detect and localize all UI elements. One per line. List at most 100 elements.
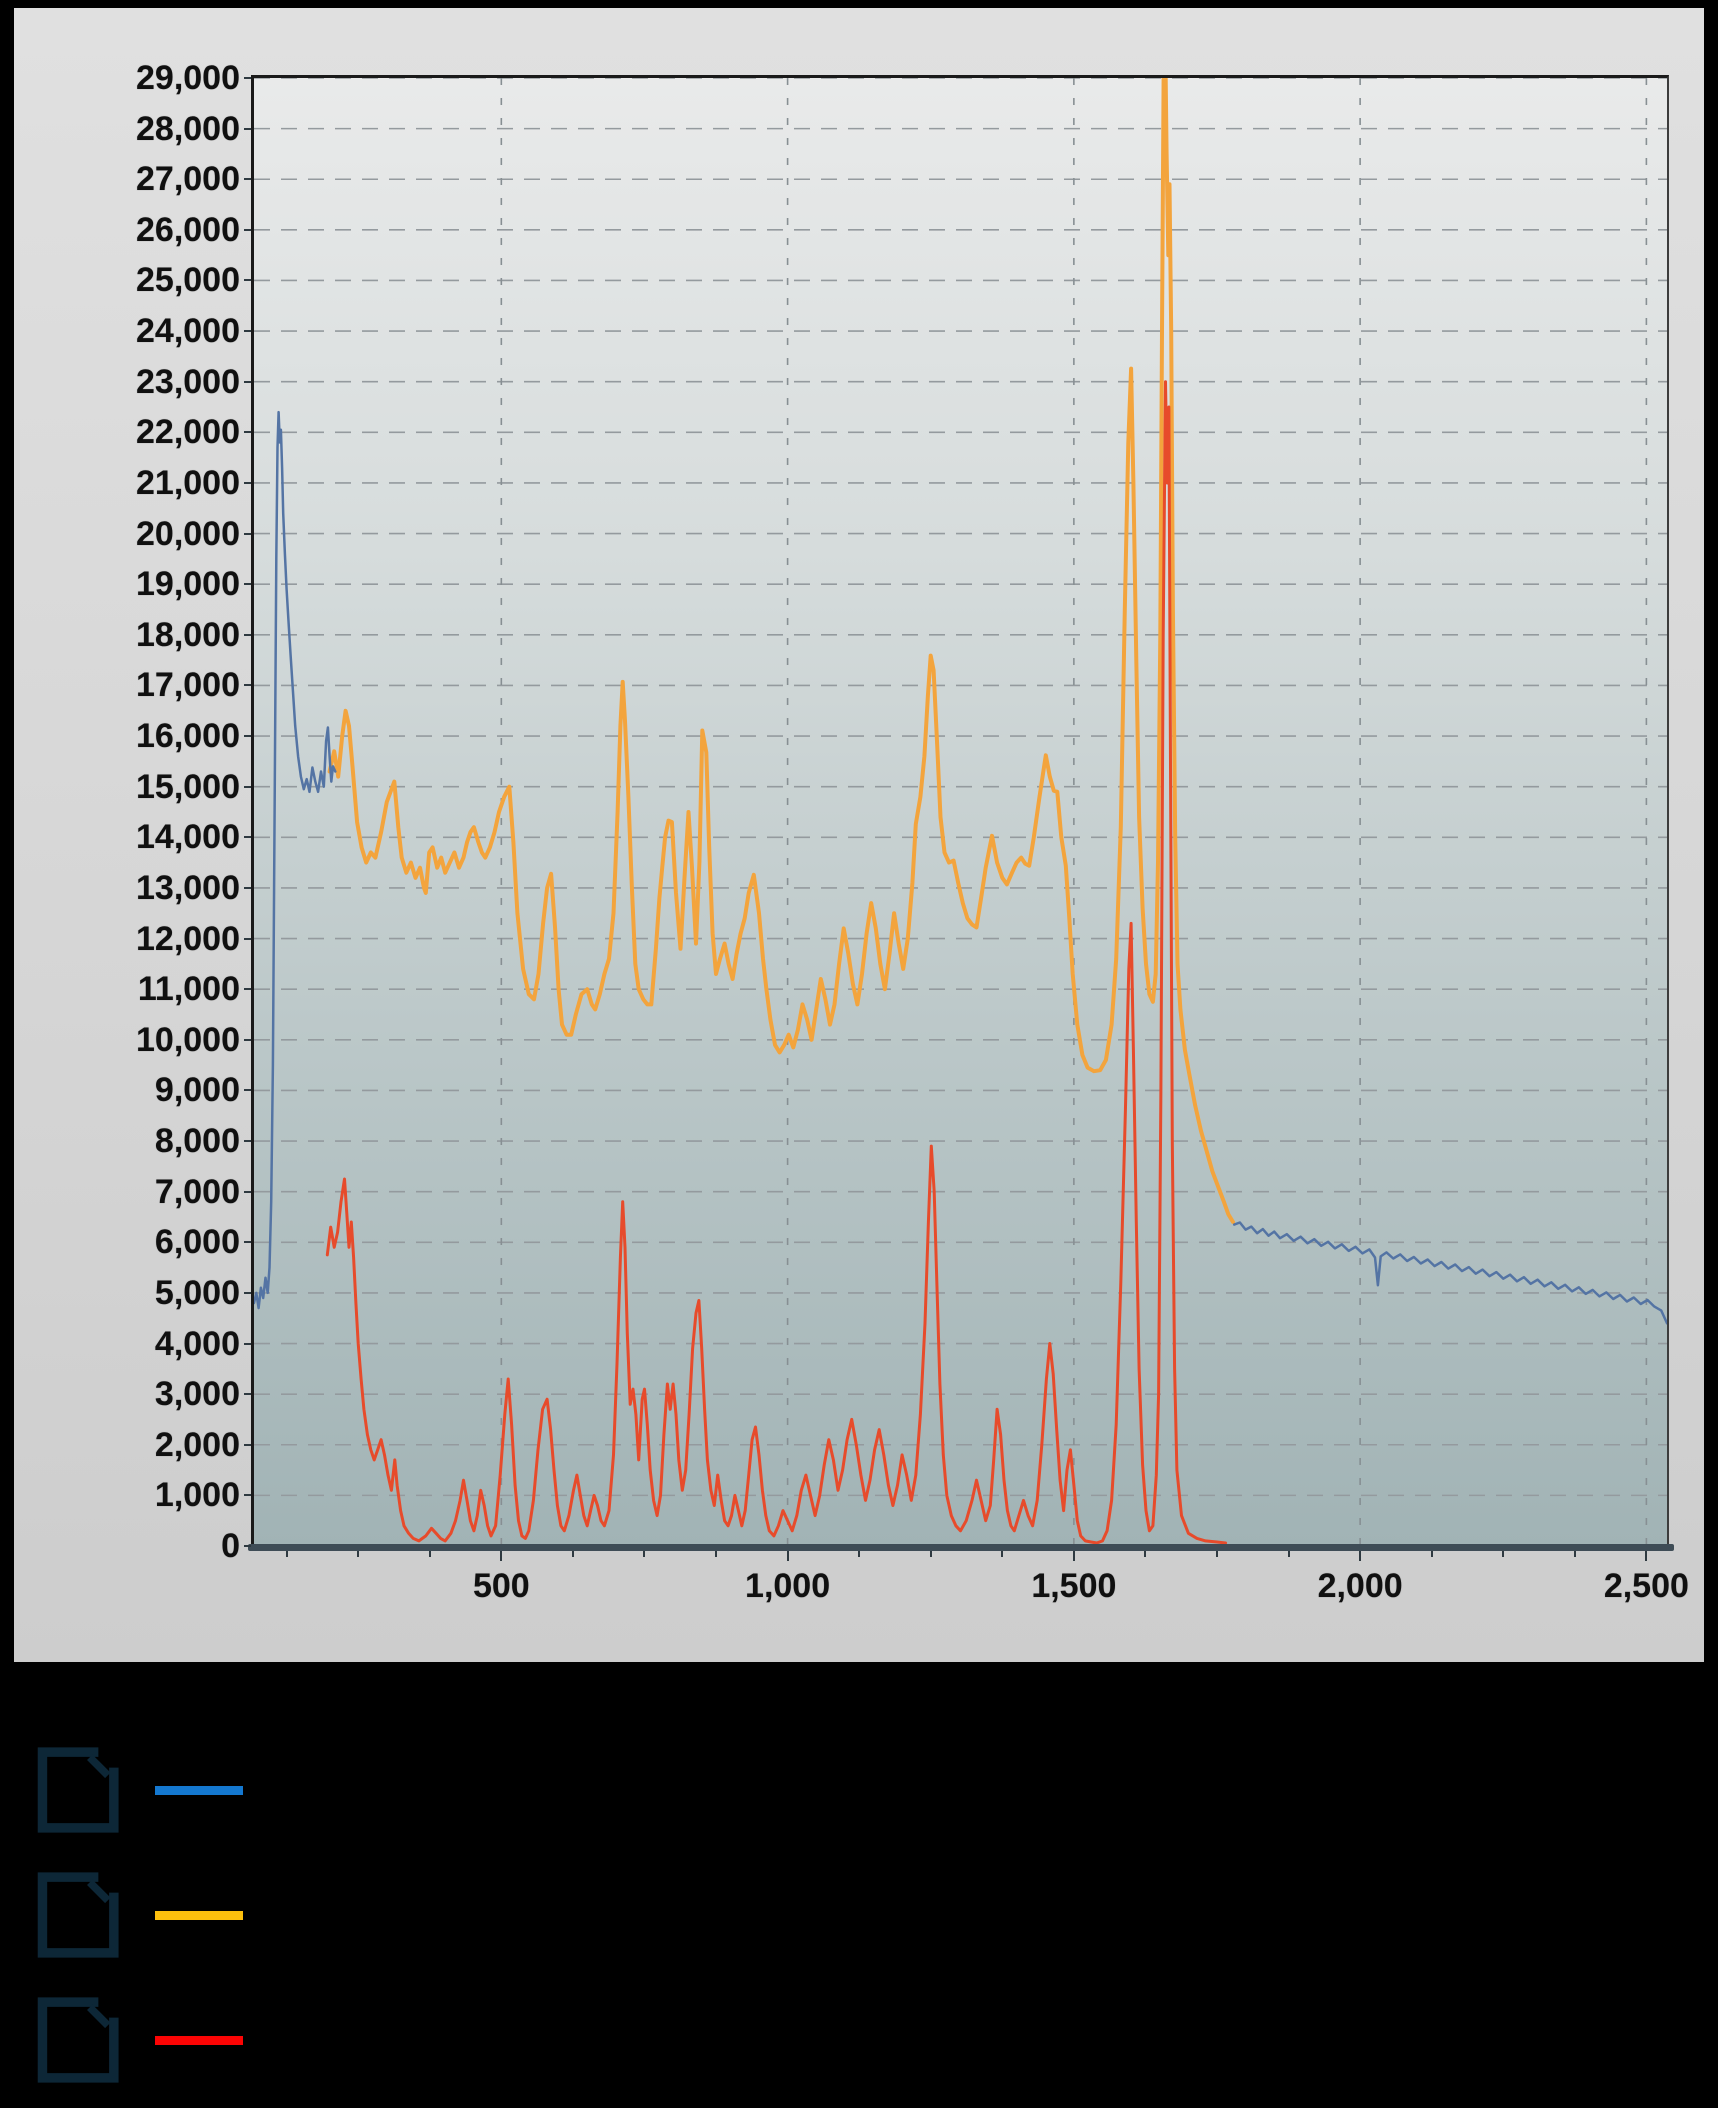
x-axis-minor-tick <box>428 1551 431 1557</box>
checkbox-notch <box>87 1879 111 1904</box>
x-axis-minor-tick <box>1430 1551 1433 1557</box>
y-axis-tick <box>244 178 251 181</box>
y-axis-tick <box>244 785 251 788</box>
red-series-swatch <box>155 2036 243 2045</box>
y-axis-label: 9,000 <box>154 1071 240 1110</box>
y-axis-tick <box>244 684 251 687</box>
y-axis-tick <box>244 886 251 889</box>
x-axis-minor-tick <box>858 1551 861 1557</box>
legend-row-orange <box>0 1872 1718 1958</box>
y-axis-label: 20,000 <box>136 514 240 553</box>
x-axis-minor-tick <box>643 1551 646 1557</box>
y-axis-label: 4,000 <box>154 1324 240 1363</box>
y-axis-label: 5,000 <box>154 1273 240 1312</box>
y-axis-tick <box>244 1342 251 1345</box>
y-axis-label: 6,000 <box>154 1223 240 1262</box>
orange-series-line <box>327 78 1235 1224</box>
y-axis-label: 14,000 <box>136 818 240 857</box>
chart-panel: 0 1,000 2,000 3,000 4,000 5,000 6,000 7,000 8,00… <box>14 8 1704 1662</box>
y-axis-tick <box>244 481 251 484</box>
y-axis-tick <box>244 380 251 383</box>
y-axis-label: 3,000 <box>154 1375 240 1414</box>
x-axis-label: 500 <box>472 1567 530 1605</box>
y-axis-label: 24,000 <box>136 312 240 351</box>
x-axis-minor-tick <box>571 1551 574 1557</box>
y-axis-label: 26,000 <box>136 210 240 249</box>
y-axis-label: 10,000 <box>136 1020 240 1059</box>
y-axis-label: 21,000 <box>136 463 240 502</box>
y-axis-label: 29,000 <box>136 59 240 97</box>
y-axis-label: 19,000 <box>136 565 240 604</box>
checkbox-outline <box>37 1872 119 1958</box>
y-axis-tick <box>244 988 251 991</box>
y-axis-label: 22,000 <box>136 413 240 452</box>
x-axis-line <box>248 1544 1674 1551</box>
y-axis-tick <box>244 1140 251 1143</box>
y-axis-tick <box>244 1393 251 1396</box>
x-axis-label: 2,000 <box>1317 1567 1403 1605</box>
y-axis-label: 16,000 <box>136 717 240 756</box>
x-axis-minor-tick <box>1144 1551 1147 1557</box>
plot-area[interactable] <box>254 78 1667 1546</box>
y-axis-tick <box>244 1494 251 1497</box>
y-axis-tick <box>244 1443 251 1446</box>
y-axis-label: 0 <box>221 1527 240 1565</box>
x-axis-major-tick <box>786 1551 789 1561</box>
x-axis-label: 1,000 <box>745 1567 831 1605</box>
y-axis-label: 15,000 <box>136 767 240 806</box>
y-axis-label: 13,000 <box>136 868 240 907</box>
y-axis-tick <box>244 1241 251 1244</box>
y-axis-tick <box>244 1038 251 1041</box>
orange-series-swatch <box>155 1911 243 1920</box>
y-axis-tick <box>244 532 251 535</box>
y-axis-tick <box>244 1545 251 1547</box>
blue-series-line <box>1232 1221 1667 1325</box>
y-axis-label: 17,000 <box>136 666 240 705</box>
y-axis-tick <box>244 279 251 282</box>
y-axis-tick <box>244 583 251 586</box>
y-axis-label: 1,000 <box>154 1476 240 1515</box>
legend-row-blue <box>0 1747 1718 1833</box>
x-axis-major-tick <box>1072 1551 1075 1561</box>
y-axis-label: 28,000 <box>136 109 240 148</box>
x-axis-label: 2,500 <box>1603 1567 1689 1605</box>
y-axis-label: 12,000 <box>136 919 240 958</box>
plot-border <box>251 75 1669 1546</box>
checkbox-notch <box>87 1754 111 1779</box>
y-axis-label: 8,000 <box>154 1122 240 1161</box>
x-axis-minor-tick <box>1001 1551 1004 1557</box>
x-axis-minor-tick <box>357 1551 360 1557</box>
orange-series-checkbox[interactable] <box>33 1872 119 1958</box>
y-axis-tick <box>244 633 251 636</box>
checkbox-notch <box>87 2004 111 2029</box>
y-axis-label: 27,000 <box>136 160 240 199</box>
x-axis-minor-tick <box>1287 1551 1290 1557</box>
y-axis-tick <box>244 77 251 79</box>
blue-series-checkbox[interactable] <box>33 1747 119 1833</box>
checkbox-outline <box>37 1997 119 2083</box>
checkbox-outline <box>37 1747 119 1833</box>
blue-series-line <box>254 410 337 1310</box>
y-axis-tick <box>244 431 251 434</box>
y-axis-tick <box>244 836 251 839</box>
red-series-checkbox[interactable] <box>33 1997 119 2083</box>
x-axis-major-tick <box>1645 1551 1648 1561</box>
x-axis-minor-tick <box>1502 1551 1505 1557</box>
x-axis-minor-tick <box>285 1551 288 1557</box>
x-axis-label: 1,500 <box>1031 1567 1117 1605</box>
y-axis-label: 18,000 <box>136 615 240 654</box>
x-axis-minor-tick <box>1573 1551 1576 1557</box>
y-axis-tick <box>244 1291 251 1294</box>
legend-row-red <box>0 1997 1718 2083</box>
x-axis-minor-tick <box>929 1551 932 1557</box>
y-axis-label: 2,000 <box>154 1425 240 1464</box>
y-axis-tick <box>244 1089 251 1092</box>
legend <box>0 1662 1718 2108</box>
x-axis-minor-tick <box>1215 1551 1218 1557</box>
y-axis-tick <box>244 937 251 940</box>
y-axis-tick <box>244 735 251 738</box>
y-axis-tick <box>244 1190 251 1193</box>
y-axis-label: 11,000 <box>137 970 240 1009</box>
x-axis-major-tick <box>1359 1551 1362 1561</box>
